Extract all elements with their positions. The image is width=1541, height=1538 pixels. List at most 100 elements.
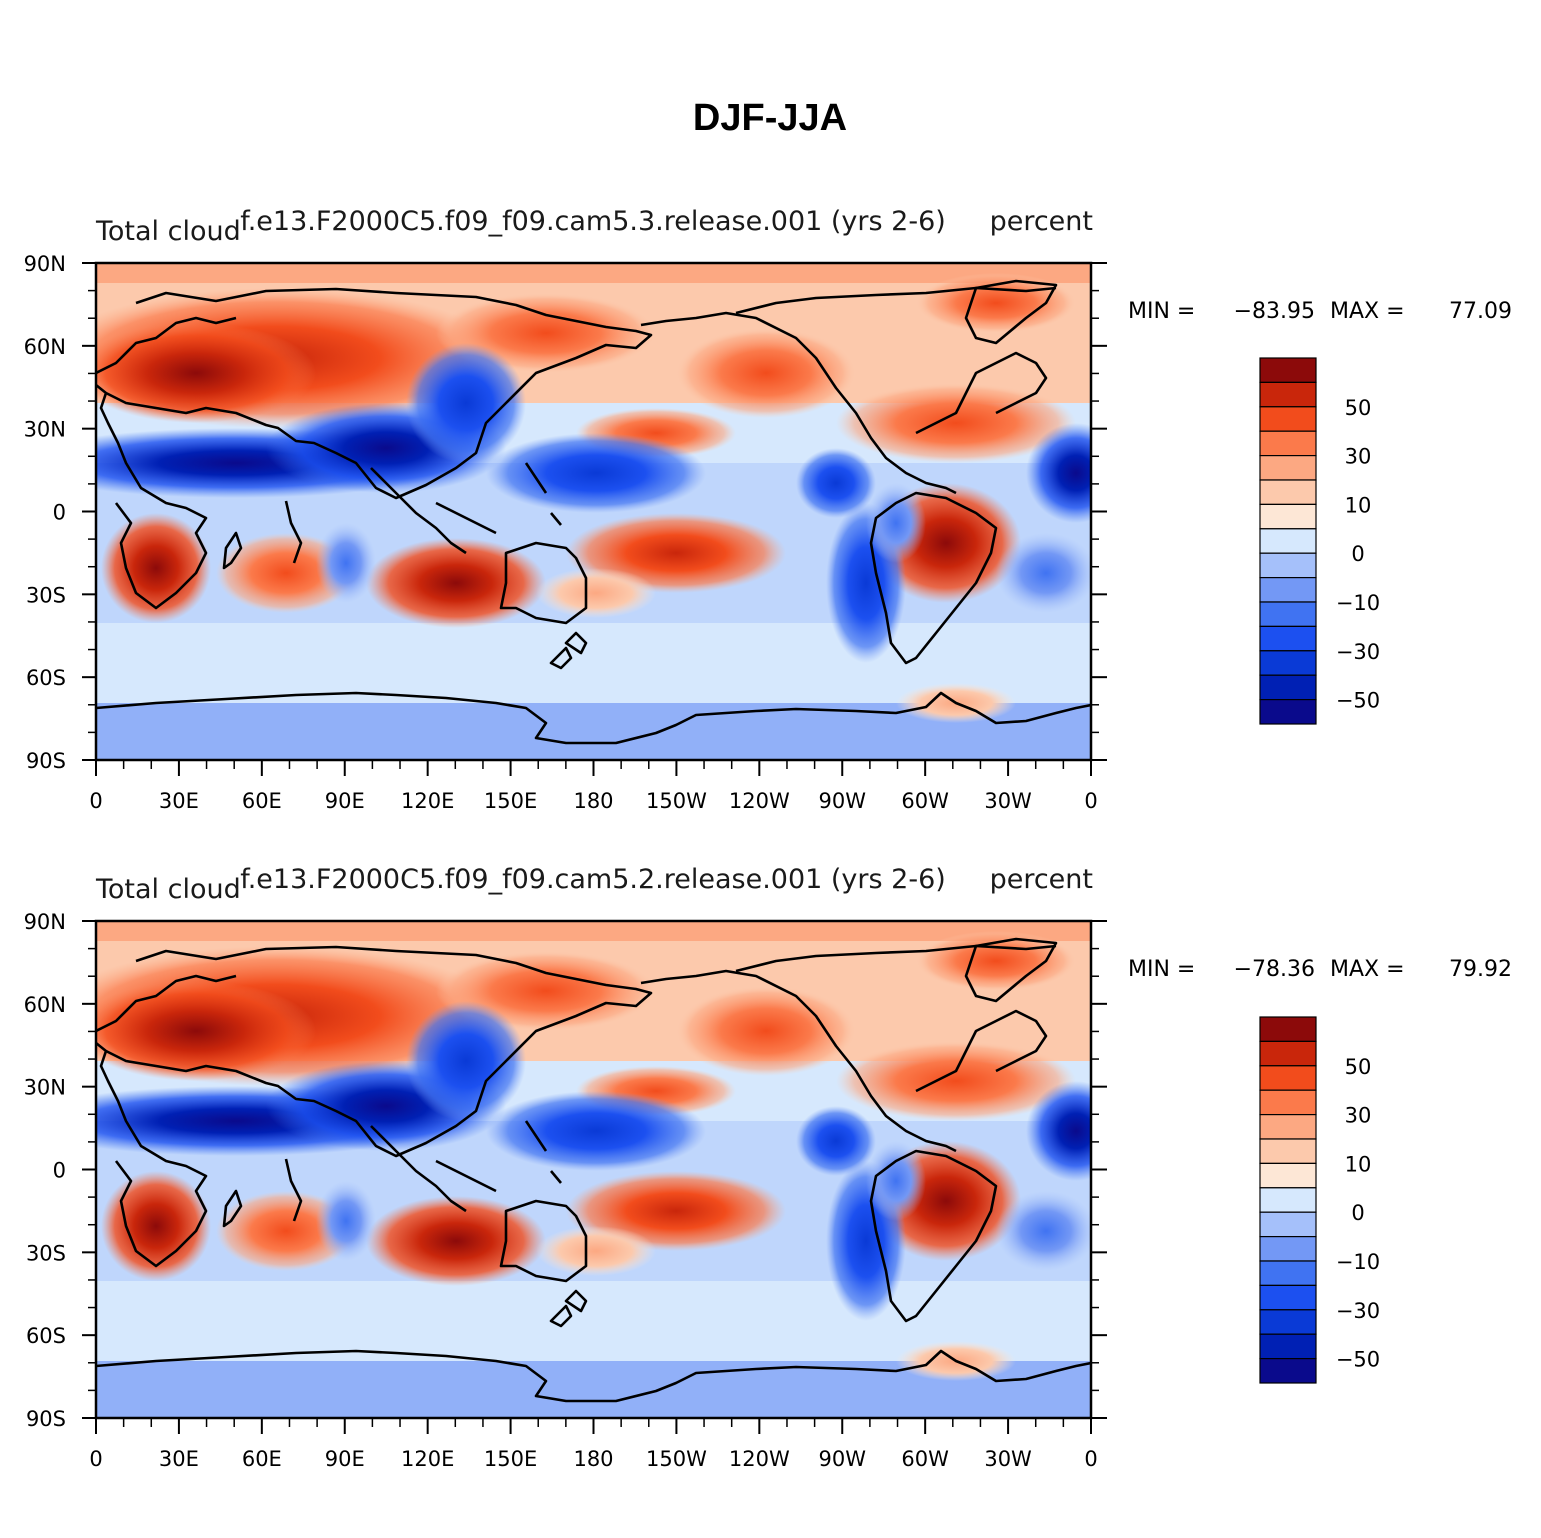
y-tick-label: 60N: [24, 993, 66, 1017]
x-tick-label: 150W: [646, 1447, 707, 1471]
colorbar-label: 0: [1351, 542, 1364, 566]
colorbar-label: 30: [1345, 445, 1372, 469]
panel-2-max-label: MAX =: [1330, 957, 1405, 982]
x-tick-label: 30W: [984, 1447, 1032, 1471]
colorbar-box: [1259, 1333, 1317, 1360]
panel-1-title-left: Total cloud: [95, 216, 241, 247]
colorbar-label: 50: [1345, 396, 1372, 420]
colorbar-box: [1259, 1138, 1317, 1164]
colorbar-box: [1259, 601, 1317, 627]
colorbar-box: [1259, 698, 1317, 725]
x-tick-label: 0: [1084, 789, 1097, 813]
y-tick-label: 60N: [24, 335, 66, 359]
x-tick-label: 0: [89, 1447, 102, 1471]
y-tick-label: 30N: [24, 418, 66, 442]
colorbar-label: −10: [1336, 1250, 1380, 1274]
x-tick-label: 60E: [242, 789, 282, 813]
panel-2-max-value: 79.92: [1449, 957, 1512, 982]
x-tick-label: 120W: [729, 789, 790, 813]
panel-1-title-center: f.e13.F2000C5.f09_f09.cam5.3.release.001…: [240, 206, 946, 237]
colorbar-box: [1259, 1235, 1317, 1262]
colorbar-box: [1259, 1309, 1317, 1335]
colorbar-label: 10: [1345, 1152, 1372, 1176]
colorbar-box: [1259, 1040, 1317, 1067]
map-panel-1: Total cloud f.e13.F2000C5.f09_f09.cam5.3…: [24, 206, 1512, 813]
y-tick-label: 0: [53, 501, 66, 525]
x-tick-label: 90E: [325, 789, 365, 813]
x-tick-label: 60W: [901, 789, 949, 813]
panel-2-title-right: percent: [990, 864, 1093, 895]
y-tick-label: 90N: [24, 910, 66, 934]
panel-2-colorbar: 50 30 10 0 −10 −30 −50: [1259, 1016, 1380, 1384]
colorbar-label: −10: [1336, 591, 1380, 615]
figure-title: DJF-JJA: [693, 97, 847, 139]
panel-1-contour-field: [96, 263, 1091, 760]
colorbar-box: [1259, 381, 1317, 408]
y-tick-label: 90N: [24, 252, 66, 276]
map-panel-2: Total cloud f.e13.F2000C5.f09_f09.cam5.2…: [24, 864, 1512, 1471]
colorbar-box: [1259, 674, 1317, 701]
colorbar-box: [1259, 1357, 1317, 1384]
x-tick-label: 30E: [159, 1447, 199, 1471]
x-tick-label: 60E: [242, 1447, 282, 1471]
colorbar-box: [1259, 455, 1317, 481]
x-tick-label: 90E: [325, 1447, 365, 1471]
y-tick-label: 30S: [26, 583, 66, 607]
colorbar-box: [1259, 1187, 1317, 1213]
colorbar-label: 30: [1345, 1104, 1372, 1128]
colorbar-box: [1259, 503, 1317, 530]
panel-1-min-label: MIN =: [1128, 299, 1195, 324]
y-tick-label: 60S: [26, 666, 66, 690]
colorbar-box: [1259, 430, 1317, 457]
y-tick-label: 60S: [26, 1324, 66, 1348]
y-tick-label: 30N: [24, 1076, 66, 1100]
x-tick-label: 60W: [901, 1447, 949, 1471]
colorbar-box: [1259, 1284, 1317, 1311]
y-tick-label: 30S: [26, 1241, 66, 1265]
panel-2-title-center: f.e13.F2000C5.f09_f09.cam5.2.release.001…: [240, 864, 946, 895]
colorbar-box: [1259, 1260, 1317, 1286]
x-tick-label: 150E: [484, 789, 537, 813]
colorbar-box: [1259, 576, 1317, 603]
panel-1-max-value: 77.09: [1449, 299, 1512, 324]
colorbar-box: [1259, 552, 1317, 579]
colorbar-box: [1259, 1065, 1317, 1091]
panel-2-title-left: Total cloud: [95, 874, 241, 905]
panel-1-min-value: −83.95: [1234, 299, 1315, 324]
colorbar-box: [1259, 357, 1317, 383]
colorbar-box: [1259, 1113, 1317, 1140]
y-tick-label: 0: [53, 1159, 66, 1183]
panel-1-title-right: percent: [990, 206, 1093, 237]
panel-1-axes: 0 30E 60E 90E 120E 150E 180 150W 120W 90W 60W 30W 0 9…: [24, 252, 1107, 813]
colorbar-label: −30: [1336, 640, 1380, 664]
colorbar-label: −50: [1336, 689, 1380, 713]
colorbar-label: −50: [1336, 1348, 1380, 1372]
x-tick-label: 180: [573, 1447, 613, 1471]
x-tick-label: 120E: [401, 789, 454, 813]
y-tick-label: 90S: [26, 749, 66, 773]
colorbar-box: [1259, 625, 1317, 652]
x-tick-label: 150W: [646, 789, 707, 813]
x-tick-label: 90W: [819, 789, 867, 813]
x-tick-label: 90W: [819, 1447, 867, 1471]
panel-1-max-label: MAX =: [1330, 299, 1405, 324]
panel-2-contour-field: [96, 921, 1091, 1418]
colorbar-box: [1259, 406, 1317, 432]
colorbar-label: 10: [1345, 493, 1372, 517]
panel-2-axes: 0 30E 60E 90E 120E 150E 180 150W 120W 90W 60W 30W 09…: [24, 910, 1107, 1471]
colorbar-box: [1259, 1089, 1317, 1116]
panel-1-colorbar: 50 30 10 0 −10 −30 −50: [1259, 357, 1380, 725]
colorbar-box: [1259, 528, 1317, 554]
colorbar-box: [1259, 650, 1317, 676]
colorbar-label: 50: [1345, 1055, 1372, 1079]
colorbar-box: [1259, 479, 1317, 505]
x-tick-label: 30W: [984, 789, 1032, 813]
x-tick-label: 0: [1084, 1447, 1097, 1471]
colorbar-box: [1259, 1211, 1317, 1238]
panel-2-min-label: MIN =: [1128, 957, 1195, 982]
x-tick-label: 120E: [401, 1447, 454, 1471]
x-tick-label: 180: [573, 789, 613, 813]
panel-2-min-value: −78.36: [1234, 957, 1315, 982]
x-tick-label: 30E: [159, 789, 199, 813]
